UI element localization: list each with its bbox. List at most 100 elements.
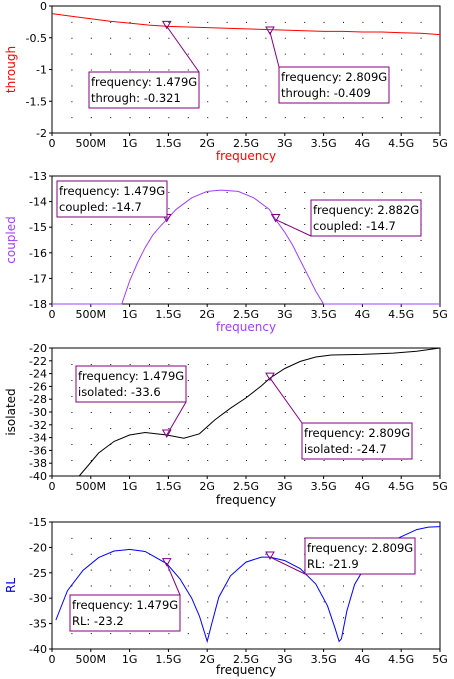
x-tick-label: 0 <box>49 137 56 150</box>
grid-dot <box>362 585 364 587</box>
grid-dot <box>304 272 306 273</box>
grid-dot <box>284 240 286 241</box>
grid-dot <box>304 240 306 241</box>
grid-dot <box>381 21 383 23</box>
grid-dot <box>71 224 73 225</box>
grid-dot <box>149 224 150 225</box>
grid-dot <box>420 585 422 587</box>
x-tick-label: 5G <box>432 480 448 493</box>
grid-dot <box>168 240 170 241</box>
x-tick-label: 4.5G <box>388 137 414 150</box>
grid-dot <box>207 85 209 87</box>
grid-dot <box>149 288 150 289</box>
grid-dot <box>90 553 92 555</box>
grid-dot <box>343 240 344 241</box>
x-tick-label: 4G <box>355 137 371 150</box>
grid-dot <box>129 288 131 289</box>
grid-dot <box>304 192 306 193</box>
grid-dot <box>71 380 73 381</box>
grid-dot <box>323 37 325 39</box>
grid-dot <box>71 553 73 555</box>
grid-dot <box>246 537 247 539</box>
grid-dot <box>71 256 73 257</box>
grid-dot <box>129 53 131 55</box>
grid-dot <box>265 37 267 39</box>
grid-dot <box>168 117 170 119</box>
x-tick-label: 5G <box>432 137 448 150</box>
y-tick-label: -34 <box>29 432 47 445</box>
marker-readout-text: frequency: 1.479G <box>59 184 165 198</box>
y-tick-label: -20 <box>29 342 47 355</box>
grid-dot <box>187 553 189 555</box>
grid-dot <box>362 288 364 289</box>
y-tick-label: -28 <box>29 393 47 406</box>
grid-dot <box>110 69 112 71</box>
grid-dot <box>129 569 131 571</box>
grid-dot <box>226 208 228 209</box>
grid-dot <box>187 224 189 225</box>
grid-dot <box>304 601 306 603</box>
grid-dot <box>168 53 170 55</box>
grid-dot <box>284 428 286 429</box>
marker-readout-text: frequency: 2.882G <box>313 203 419 217</box>
grid-dot <box>304 396 306 397</box>
grid-dot <box>284 601 286 603</box>
grid-dot <box>71 412 73 413</box>
grid-dot <box>110 460 112 461</box>
grid-dot <box>401 53 403 55</box>
grid-dot <box>207 240 209 241</box>
x-tick-label: 3.5G <box>311 653 337 666</box>
grid-dot <box>265 601 267 603</box>
grid-dot <box>265 85 267 87</box>
grid-dot <box>71 240 73 241</box>
grid-dot <box>381 272 383 273</box>
grid-dot <box>381 288 383 289</box>
grid-dot <box>265 288 267 289</box>
grid-dot <box>362 601 364 603</box>
grid-dot <box>226 428 228 429</box>
grid-dot <box>343 585 344 587</box>
grid-dot <box>207 53 209 55</box>
grid-dot <box>168 585 170 587</box>
grid-dot <box>90 288 92 289</box>
marker-readout-box <box>88 71 200 109</box>
grid-dot <box>362 37 364 39</box>
grid-dot <box>343 633 344 635</box>
y-tick-label: -18 <box>29 298 47 311</box>
grid-dot <box>149 69 150 71</box>
grid-dot <box>304 37 306 39</box>
grid-dot <box>246 617 247 619</box>
grid-dot <box>246 69 247 71</box>
grid-dot <box>129 272 131 273</box>
grid-dot <box>187 240 189 241</box>
x-tick-label: 5G <box>432 653 448 666</box>
grid-dot <box>129 256 131 257</box>
grid-dot <box>71 569 73 571</box>
grid-dot <box>187 460 189 461</box>
grid-dot <box>187 69 189 71</box>
x-tick-label: 2G <box>199 653 215 666</box>
grid-dot <box>401 192 403 193</box>
grid-dot <box>401 364 403 365</box>
chart-panel-3: 0 500M 1G 1.5G 2G 2.5G 3G 3.5G 4G 4.5G 5G -20-22-24… <box>4 342 448 507</box>
grid-dot <box>381 601 383 603</box>
grid-dot <box>207 288 209 289</box>
y-tick-label: -22 <box>29 355 47 368</box>
grid-dot <box>207 364 209 365</box>
grid-dot <box>284 117 286 119</box>
grid-dot <box>207 37 209 39</box>
grid-dot <box>362 272 364 273</box>
grid-dot <box>304 364 306 365</box>
grid-dot <box>226 224 228 225</box>
grid-dot <box>246 117 247 119</box>
grid-dot <box>420 256 422 257</box>
grid-dot <box>207 69 209 71</box>
grid-dot <box>168 288 170 289</box>
chart-panel-1: 0 500M 1G 1.5G 2G 2.5G 3G 3.5G 4G 4.5G 5G 0 -0.5 -1 -1… <box>4 0 448 163</box>
grid-dot <box>226 569 228 571</box>
grid-dot <box>226 69 228 71</box>
y-axis-label: through <box>4 46 18 93</box>
grid-dot <box>129 240 131 241</box>
grid-dot <box>343 117 344 119</box>
grid-dot <box>110 633 112 635</box>
